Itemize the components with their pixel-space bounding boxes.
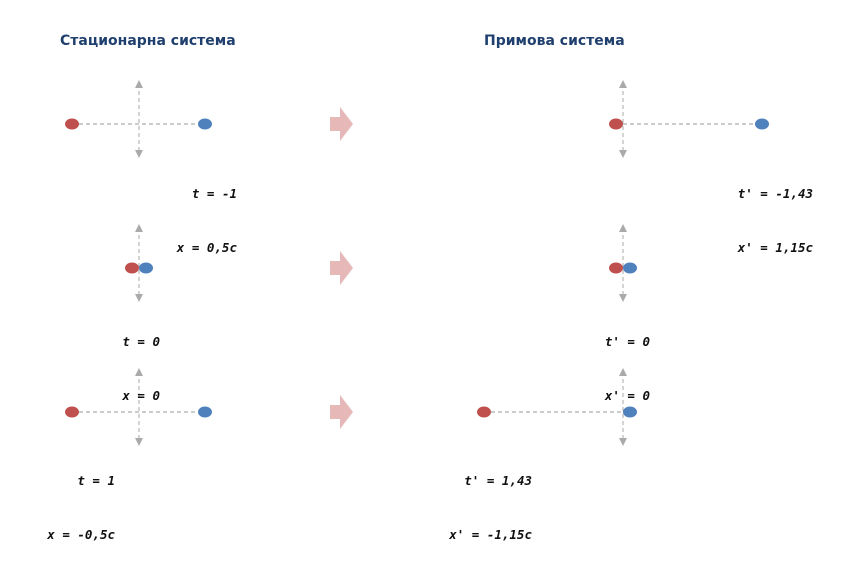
frames-diagram [65, 80, 769, 446]
axis-arrowhead-down [135, 150, 143, 158]
time-value: t = 0 [122, 334, 160, 349]
row1-stationary-label: t = -1 x = 0,5c [177, 149, 237, 275]
axis-arrowhead-down [619, 294, 627, 302]
row2-moving-label: t' = 0 x' = 0 [605, 297, 650, 423]
transform-arrow-icon [330, 251, 353, 285]
time-value: t' = 1,43 [464, 473, 532, 488]
red-body [477, 406, 491, 418]
row3-stationary-label: t = 1 x = -0,5c [47, 436, 115, 562]
blue-body [139, 262, 153, 274]
row3-moving-scene [477, 368, 637, 446]
red-body [125, 262, 139, 274]
time-value: t' = 0 [604, 334, 650, 349]
axis-arrowhead-down [135, 438, 143, 446]
row1-moving-label: t' = -1,43 x' = 1,15c [738, 149, 813, 275]
red-body [609, 262, 623, 274]
red-body [65, 406, 79, 418]
row3-stationary-scene [65, 368, 212, 446]
row2-moving-scene [609, 224, 637, 302]
blue-body [623, 262, 637, 274]
transform-arrow-icon [330, 395, 353, 429]
time-value: t = -1 [191, 186, 237, 201]
axis-arrowhead-down [619, 438, 627, 446]
row1-moving-scene [609, 80, 769, 158]
blue-body [198, 118, 212, 130]
row2-stationary-label: t = 0 x = 0 [122, 297, 160, 423]
time-value: t' = -1,43 [737, 186, 813, 201]
axis-arrowhead-up [135, 368, 143, 376]
blue-body [623, 406, 637, 418]
moving-frame-heading: Примова система [484, 33, 625, 49]
axis-arrowhead-down [619, 150, 627, 158]
axis-arrowhead-up [135, 224, 143, 232]
axis-arrowhead-up [135, 80, 143, 88]
red-body [65, 118, 79, 130]
transform-arrow-icon [330, 107, 353, 141]
axis-arrowhead-down [135, 294, 143, 302]
row2-stationary-scene [125, 224, 153, 302]
axis-arrowhead-up [619, 368, 627, 376]
row1-stationary-scene [65, 80, 212, 158]
time-value: t = 1 [77, 473, 115, 488]
position-value: x = 0 [122, 388, 160, 403]
blue-body [755, 118, 769, 130]
position-value: x = -0,5c [47, 527, 115, 542]
red-body [609, 118, 623, 130]
blue-body [198, 406, 212, 418]
position-value: x' = 1,15c [737, 240, 813, 255]
position-value: x = 0,5c [176, 240, 237, 255]
stationary-frame-heading: Стационарна система [60, 33, 236, 49]
position-value: x' = -1,15c [449, 527, 532, 542]
position-value: x' = 0 [604, 388, 650, 403]
axis-arrowhead-up [619, 224, 627, 232]
row3-moving-label: t' = 1,43 x' = -1,15c [449, 436, 532, 562]
axis-arrowhead-up [619, 80, 627, 88]
